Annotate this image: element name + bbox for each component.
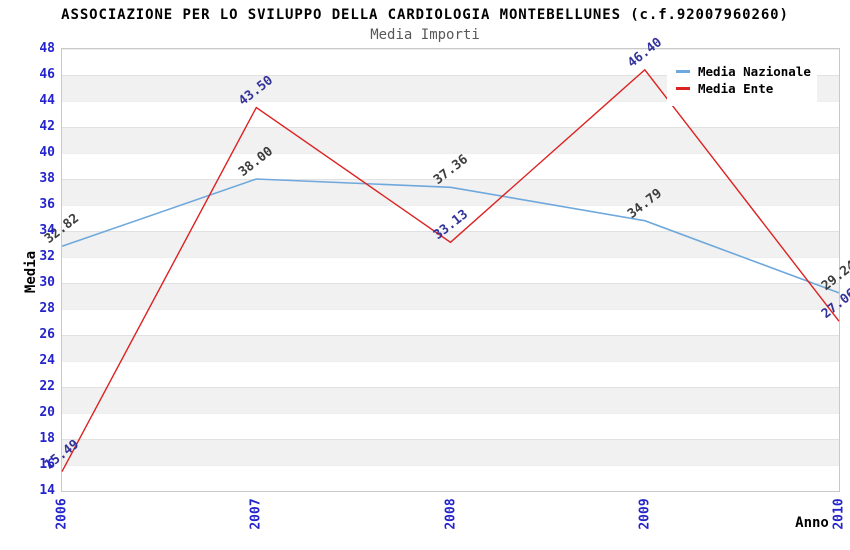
y-axis-tick-label: 42	[39, 119, 55, 134]
chart-title: ASSOCIAZIONE PER LO SVILUPPO DELLA CARDI…	[61, 7, 789, 23]
y-axis-tick-label: 22	[39, 379, 55, 394]
y-axis-tick-label: 26	[39, 327, 55, 342]
legend: Media Nazionale Media Ente	[667, 51, 817, 106]
legend-label: Media Nazionale	[698, 64, 811, 79]
y-axis-title: Media	[23, 250, 39, 294]
y-axis-tick-label: 32	[39, 249, 55, 264]
legend-item-media-nazionale: Media Nazionale	[676, 63, 811, 80]
x-axis-tick-label: 2010	[831, 498, 847, 530]
legend-label: Media Ente	[698, 81, 774, 96]
legend-line-swatch	[676, 87, 690, 90]
x-axis-tick-label: 2007	[248, 498, 264, 530]
y-axis-tick-label: 44	[39, 93, 55, 108]
line-media-nazionale	[61, 178, 840, 294]
legend-item-media-ente: Media Ente	[676, 80, 811, 97]
y-axis-tick-label: 48	[39, 41, 55, 56]
x-axis-tick-label: 2008	[443, 498, 458, 530]
y-axis-tick-label: 30	[39, 275, 55, 290]
x-axis-tick-label: 2009	[637, 498, 653, 530]
y-axis-tick-label: 18	[39, 431, 55, 446]
y-axis-tick-label: 28	[39, 301, 55, 316]
y-axis-tick-label: 24	[39, 353, 55, 368]
plot-area: 32.82 38.00 37.36 34.79 29.24 15.49 43.50 33.13…	[42, 35, 850, 492]
series-lines	[61, 68, 840, 472]
y-axis-tick-label: 46	[39, 67, 55, 82]
y-axis-tick-label: 34	[39, 223, 55, 238]
line-media-ente	[61, 68, 840, 472]
y-axis-tick-label: 40	[39, 145, 55, 160]
chart-subtitle: Media Importi	[370, 27, 480, 43]
y-axis-tick-label: 20	[39, 405, 55, 420]
y-axis-tick-label: 36	[39, 197, 55, 212]
y-axis-tick-label: 38	[39, 171, 55, 186]
x-axis-tick-label: 2006	[54, 498, 70, 530]
legend-line-swatch	[676, 70, 690, 73]
y-axis-tick-label: 16	[39, 457, 55, 472]
x-axis-title: Anno	[795, 515, 829, 531]
y-axis-tick-label: 14	[39, 483, 55, 498]
